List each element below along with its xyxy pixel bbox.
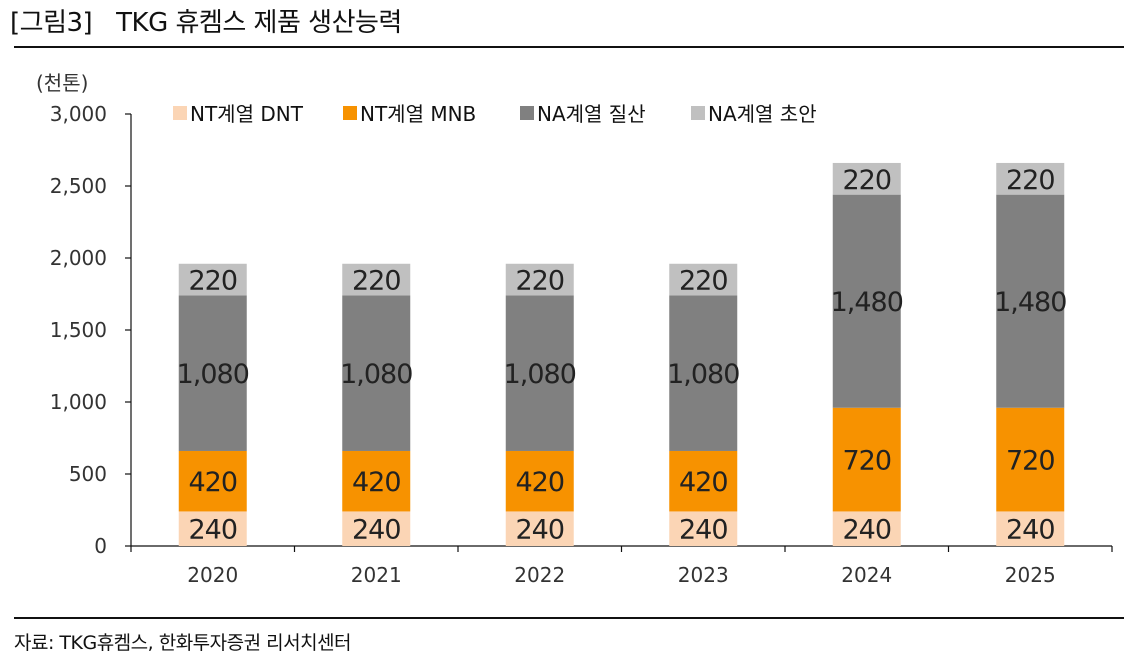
bar-segment[interactable]	[505, 450, 574, 512]
figure-title: [그림3] TKG 휴켐스 제품 생산능력	[10, 2, 402, 39]
legend-label: NT계열 MNB	[360, 102, 476, 126]
legend-swatch	[520, 106, 534, 120]
legend-item[interactable]: NA계열 초안	[691, 102, 817, 126]
bar-segment[interactable]	[832, 194, 901, 408]
bar-segment[interactable]	[996, 407, 1065, 512]
legend-label: NA계열 질산	[537, 102, 646, 126]
bar-segment[interactable]	[669, 263, 738, 296]
x-tick-label: 2025	[1005, 563, 1056, 587]
y-tick-label: 1,500	[50, 318, 107, 342]
data-label: 220	[842, 165, 891, 196]
data-label: 240	[188, 515, 237, 546]
data-label: 220	[679, 266, 728, 297]
data-label: 240	[679, 515, 728, 546]
bar-segment[interactable]	[669, 450, 738, 512]
y-tick-label: 2,000	[50, 246, 107, 270]
data-label: 720	[1006, 446, 1055, 477]
data-label: 220	[352, 266, 401, 297]
legend-item[interactable]: NT계열 DNT	[173, 102, 304, 126]
bar-segment[interactable]	[505, 263, 574, 296]
data-label: 240	[1006, 515, 1055, 546]
data-label: 420	[188, 467, 237, 498]
legend-item[interactable]: NT계열 MNB	[343, 102, 476, 126]
bar-stack-2021: 240 420 1,080 220	[340, 263, 413, 546]
axes: 0 500 1,000 1,500 2,000 2,500 3,000	[50, 102, 1113, 558]
bar-segment[interactable]	[505, 511, 574, 546]
legend-label: NT계열 DNT	[190, 102, 304, 126]
top-rule	[14, 46, 1124, 48]
bar-segment[interactable]	[996, 511, 1065, 546]
y-tick-label: 0	[94, 534, 107, 558]
bottom-rule	[14, 617, 1124, 619]
legend-swatch	[173, 106, 187, 120]
bar-segment[interactable]	[996, 194, 1065, 408]
bar-segment[interactable]	[342, 511, 411, 546]
bar-stack-2023: 240 420 1,080 220	[667, 263, 740, 546]
data-label: 240	[842, 515, 891, 546]
bar-segment[interactable]	[832, 407, 901, 512]
y-tick-label: 2,500	[50, 174, 107, 198]
bar-segment[interactable]	[178, 511, 247, 546]
bar-segment[interactable]	[832, 511, 901, 546]
legend-label: NA계열 초안	[708, 102, 817, 126]
x-tick-label: 2021	[351, 563, 402, 587]
bar-segment[interactable]	[342, 450, 411, 512]
y-tick-label: 3,000	[50, 102, 107, 126]
data-label: 220	[1006, 165, 1055, 196]
bar-stack-2024: 240 720 1,480 220	[831, 162, 904, 546]
y-tick-label: 500	[69, 462, 107, 486]
bar-segment[interactable]	[669, 511, 738, 546]
figure-label: [그림3]	[10, 8, 93, 38]
stacked-bar-chart: (천톤) 0 500 1,000 1,500 2,000 2,500 3,000 240 42…	[36, 71, 1113, 587]
x-tick-label: 2023	[678, 563, 729, 587]
legend: NT계열 DNT NT계열 MNB NA계열 질산 NA계열 초안	[173, 102, 817, 126]
data-label: 1,080	[667, 359, 739, 390]
bar-segment[interactable]	[996, 162, 1065, 195]
bar-segment[interactable]	[669, 295, 738, 451]
data-label: 1,480	[994, 287, 1066, 318]
data-label: 220	[188, 266, 237, 297]
x-tick-label: 2024	[841, 563, 892, 587]
bar-segment[interactable]	[178, 263, 247, 296]
data-label: 240	[352, 515, 401, 546]
bar-stack-2025: 240 720 1,480 220	[994, 162, 1067, 546]
bar-segment[interactable]	[832, 162, 901, 195]
y-tick-label: 1,000	[50, 390, 107, 414]
data-label: 1,080	[177, 359, 249, 390]
data-label: 420	[352, 467, 401, 498]
legend-swatch	[691, 106, 705, 120]
bar-segment[interactable]	[342, 295, 411, 451]
data-label: 420	[679, 467, 728, 498]
bar-segment[interactable]	[178, 295, 247, 451]
bars: 240 420 1,080 220 2020 240 420 1,080 220 2021 240 4…	[177, 162, 1067, 587]
bar-segment[interactable]	[505, 295, 574, 451]
legend-swatch	[343, 106, 357, 120]
x-tick-label: 2020	[187, 563, 238, 587]
data-label: 1,080	[340, 359, 412, 390]
bar-stack-2022: 240 420 1,080 220	[504, 263, 577, 546]
data-label: 720	[842, 446, 891, 477]
figure-title-text: TKG 휴켐스 제품 생산능력	[116, 8, 402, 38]
bar-segment[interactable]	[178, 450, 247, 512]
x-tick-label: 2022	[514, 563, 565, 587]
data-label: 1,080	[504, 359, 576, 390]
data-label: 220	[515, 266, 564, 297]
bar-stack-2020: 240 420 1,080 220	[177, 263, 250, 546]
legend-item[interactable]: NA계열 질산	[520, 102, 646, 126]
data-label: 420	[515, 467, 564, 498]
source-note: 자료: TKG휴켐스, 한화투자증권 리서치센터	[14, 632, 352, 654]
data-label: 1,480	[831, 287, 903, 318]
bar-segment[interactable]	[342, 263, 411, 296]
data-label: 240	[515, 515, 564, 546]
y-axis-unit-label: (천톤)	[36, 71, 88, 95]
